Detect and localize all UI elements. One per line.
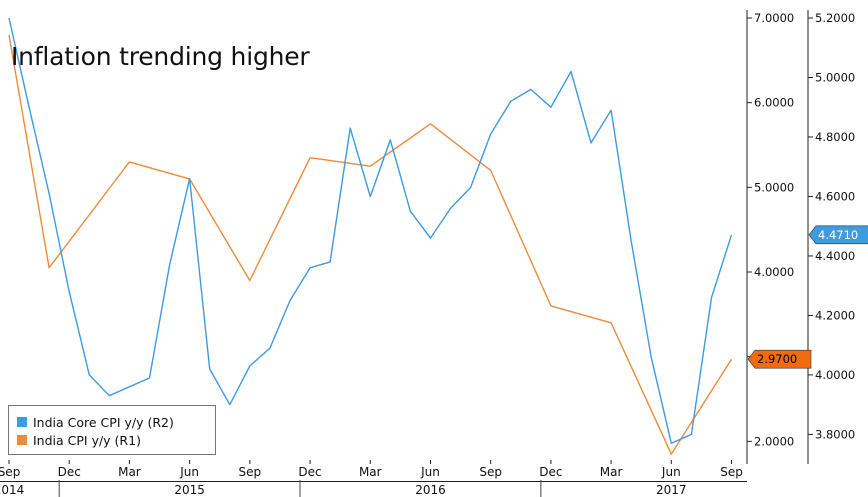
x-tick-label: Sep xyxy=(0,465,20,479)
last-value-label-r2: 4.4710 xyxy=(818,228,858,242)
x-tick-label: Mar xyxy=(600,465,623,479)
legend: India Core CPI y/y (R2) India CPI y/y (R… xyxy=(8,405,216,455)
x-tick-label: Dec xyxy=(58,465,81,479)
x-year-label: 2014 xyxy=(0,483,24,497)
last-value-badge-r2 xyxy=(808,225,868,245)
y-tick-label-r1: 2.0000 xyxy=(754,434,794,448)
x-tick-label: Dec xyxy=(298,465,321,479)
y-tick-label-r2: 4.8000 xyxy=(815,130,855,144)
y-tick-label-r2: 4.0000 xyxy=(815,368,855,382)
y-tick-label-r2: 5.0000 xyxy=(815,70,855,84)
series-line-cpi xyxy=(8,34,733,455)
last-value-label-r1: 2.9700 xyxy=(757,352,797,366)
chart-title: Inflation trending higher xyxy=(11,42,310,71)
y-tick-label-r1: 5.0000 xyxy=(754,180,794,194)
x-tick-label: Jun xyxy=(420,465,440,479)
legend-label-core-cpi: India Core CPI y/y (R2) xyxy=(33,414,174,430)
legend-swatch-cpi xyxy=(17,435,27,445)
x-tick-label: Jun xyxy=(179,465,199,479)
x-year-label: 2015 xyxy=(174,483,205,497)
legend-swatch-core-cpi xyxy=(17,417,27,427)
x-tick-label: Mar xyxy=(118,465,141,479)
legend-item-core-cpi: India Core CPI y/y (R2) xyxy=(17,413,215,431)
y-tick-label-r2: 4.6000 xyxy=(815,189,855,203)
y-tick-label-r1: 6.0000 xyxy=(754,96,794,110)
y-tick-label-r2: 4.4000 xyxy=(815,249,855,263)
x-axis: Sep 2014 Dec Mar Jun 2015 Sep Dec Mar Jun 2016 Sep D… xyxy=(0,460,747,497)
x-tick-label: Sep xyxy=(479,465,502,479)
x-tick-label: Sep xyxy=(239,465,262,479)
last-value-badge-r1 xyxy=(747,349,812,369)
y-tick-label-r1: 4.0000 xyxy=(754,265,794,279)
legend-label-cpi: India CPI y/y (R1) xyxy=(33,432,141,448)
last-value-badges: 4.4710 2.9700 xyxy=(747,225,868,369)
x-tick-label: Mar xyxy=(359,465,382,479)
x-tick-label: Dec xyxy=(539,465,562,479)
x-year-label: 2017 xyxy=(656,483,687,497)
y-tick-label-r2: 4.2000 xyxy=(815,308,855,322)
axis-r2: 3.8000 4.0000 4.2000 4.4000 4.6000 4.8000 5.00… xyxy=(807,10,855,464)
plot-area xyxy=(8,17,733,455)
x-year-label: 2016 xyxy=(415,483,446,497)
y-tick-label-r2: 3.8000 xyxy=(815,427,855,441)
y-tick-label-r1: 7.0000 xyxy=(754,11,794,25)
x-tick-label: Jun xyxy=(661,465,681,479)
legend-item-cpi: India CPI y/y (R1) xyxy=(17,431,215,449)
x-tick-label: Sep xyxy=(720,465,743,479)
y-tick-label-r2: 5.2000 xyxy=(815,11,855,25)
series-line-core-cpi xyxy=(8,17,733,444)
